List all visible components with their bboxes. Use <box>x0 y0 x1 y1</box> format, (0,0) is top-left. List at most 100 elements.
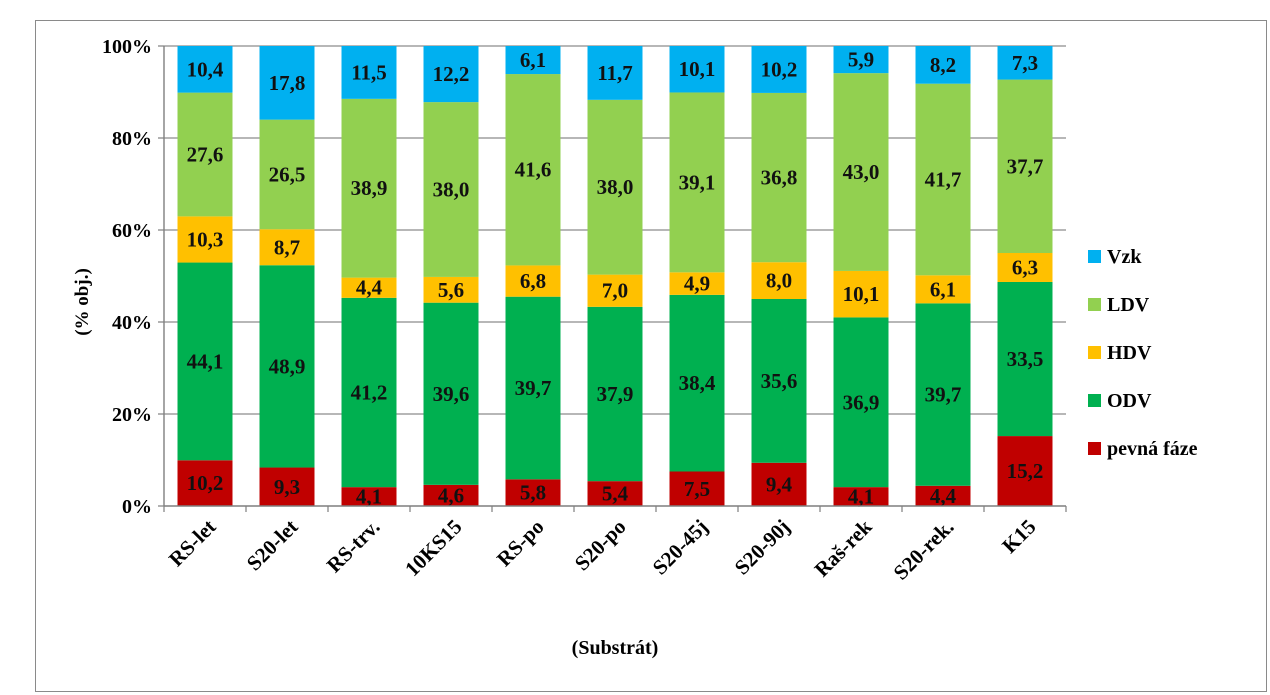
data-label: 38,4 <box>679 371 716 395</box>
bar-segment <box>587 481 643 506</box>
data-label: 39,1 <box>679 170 716 194</box>
y-tick-label: 80% <box>112 128 152 150</box>
bar-segment <box>669 294 725 472</box>
bar-segment <box>915 303 971 486</box>
legend-swatch <box>1088 346 1101 359</box>
bar-segment <box>341 46 397 99</box>
data-label: 6,1 <box>520 48 546 72</box>
data-label: 4,1 <box>356 485 382 509</box>
bar-stack: 5,8 39,7 6,8 41,6 6,1 <box>505 46 561 506</box>
bar-segment <box>997 281 1053 437</box>
data-label: 4,6 <box>438 483 464 507</box>
bar-segment <box>423 46 479 103</box>
bar-segment <box>915 275 971 304</box>
x-axis-label: (Substrát) <box>572 637 659 659</box>
data-label: 26,5 <box>269 162 306 186</box>
bar-segment <box>587 306 643 482</box>
bar-stack: 7,5 38,4 4,9 39,1 10,1 <box>669 46 725 506</box>
data-label: 6,3 <box>1012 255 1038 279</box>
bar-segment <box>751 262 807 299</box>
data-label: 36,9 <box>843 390 880 414</box>
data-label: 8,2 <box>930 53 956 77</box>
legend-label: ODV <box>1107 390 1152 412</box>
bar-segment <box>423 484 479 506</box>
legend-swatch <box>1088 250 1101 263</box>
data-label: 4,4 <box>930 484 957 508</box>
bar-segment <box>505 479 561 506</box>
data-label: 10,4 <box>187 57 224 81</box>
bar-segment <box>751 46 807 93</box>
data-label: 6,1 <box>930 277 956 301</box>
data-label: 44,1 <box>187 349 224 373</box>
bar-segment <box>177 460 233 506</box>
legend-swatch <box>1088 298 1101 311</box>
data-label: 4,1 <box>848 485 874 509</box>
bar-stack: 4,1 36,9 10,1 43,0 5,9 <box>833 46 889 509</box>
bar-segment <box>177 46 233 93</box>
bar-segment <box>997 46 1053 80</box>
data-label: 36,8 <box>761 166 798 190</box>
bar-segment <box>669 471 725 506</box>
bar-segment <box>669 46 725 93</box>
bar-stack: 4,1 41,2 4,4 38,9 11,5 <box>341 46 397 509</box>
x-tick-label: S20-45j <box>648 515 713 580</box>
y-tick-label: 20% <box>112 404 152 426</box>
legend-label: pevná fáze <box>1107 438 1198 460</box>
bar-segment <box>587 46 643 100</box>
y-tick-label: 100% <box>102 36 152 58</box>
x-tick-label: RS-trv. <box>322 515 385 578</box>
data-label: 27,6 <box>187 142 224 166</box>
data-label: 8,0 <box>766 269 792 293</box>
bar-segment <box>505 296 561 480</box>
y-tick-label: 60% <box>112 220 152 242</box>
data-label: 8,7 <box>274 235 300 259</box>
x-tick-label: RS-po <box>492 515 549 572</box>
bar-stack: 9,4 35,6 8,0 36,8 10,2 <box>751 46 807 506</box>
bar-segment <box>259 467 315 506</box>
data-label: 5,9 <box>848 48 874 72</box>
bar-segment <box>587 99 643 275</box>
data-label: 43,0 <box>843 160 880 184</box>
x-tick-label: RS-let <box>164 515 221 572</box>
bar-stack: 9,3 48,9 8,7 26,5 17,8 <box>259 46 315 506</box>
data-label: 48,9 <box>269 354 306 378</box>
bar-segment <box>259 119 315 230</box>
data-label: 4,4 <box>356 276 383 300</box>
data-label: 5,4 <box>602 482 629 506</box>
data-label: 9,4 <box>766 472 793 496</box>
bar-segment <box>751 299 807 463</box>
axes <box>163 46 1067 512</box>
legend-label: LDV <box>1107 294 1150 316</box>
data-label: 38,0 <box>597 175 634 199</box>
bar-segment <box>833 46 889 74</box>
bar-segment <box>177 92 233 217</box>
data-label: 37,9 <box>597 382 634 406</box>
bar-segment <box>259 265 315 468</box>
bar-segment <box>341 98 397 278</box>
bar-segment <box>505 46 561 75</box>
legend-item: HDV <box>1088 342 1152 364</box>
x-tick-labels: RS-let S20-let RS-trv. 10KS15 RS-po S20-po S20… <box>164 514 1041 584</box>
data-label: 10,2 <box>761 57 798 81</box>
bar-segment <box>915 83 971 276</box>
bar-segment <box>341 277 397 298</box>
data-label: 39,7 <box>515 376 552 400</box>
stacked-bar-chart: 10,2 44,1 10,3 27,6 10,4 9,3 48,9 8,7 26,5 17,8 4,… <box>72 36 1198 659</box>
chart-frame: 10,2 44,1 10,3 27,6 10,4 9,3 48,9 8,7 26,5 17,8 4,… <box>35 20 1267 692</box>
data-label: 11,7 <box>597 61 633 85</box>
bar-segment <box>997 436 1053 506</box>
bar-segment <box>751 462 807 506</box>
data-label: 4,9 <box>684 272 710 296</box>
legend-item: pevná fáze <box>1088 438 1198 460</box>
legend-swatch <box>1088 442 1101 455</box>
bar-segment <box>341 297 397 488</box>
bar-segment <box>177 216 233 263</box>
x-tick-label: S20-let <box>242 515 303 576</box>
data-label: 6,8 <box>520 269 546 293</box>
data-label: 17,8 <box>269 71 306 95</box>
legend-swatch <box>1088 394 1101 407</box>
bar-stack: 4,4 39,7 6,1 41,7 8,2 <box>915 46 971 508</box>
data-label: 35,6 <box>761 369 798 393</box>
bar-segment <box>423 102 479 277</box>
legend-label: HDV <box>1107 342 1152 364</box>
